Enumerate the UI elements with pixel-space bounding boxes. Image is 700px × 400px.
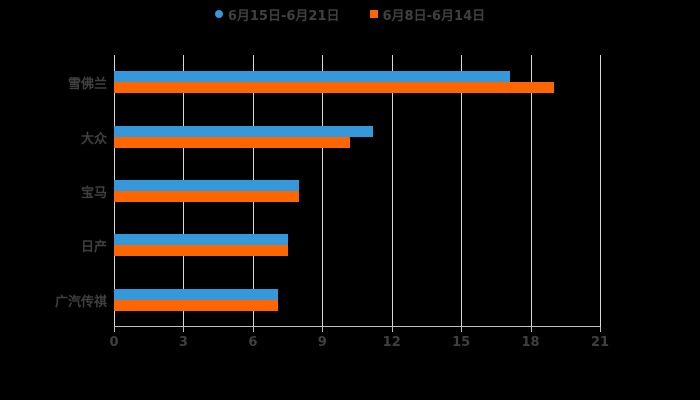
legend-item-series2[interactable]: 6月8日-6月14日	[369, 4, 486, 24]
bar-series1[interactable]	[114, 180, 300, 191]
x-tick	[600, 327, 601, 332]
gridline	[600, 55, 601, 327]
x-tick	[461, 327, 463, 332]
bar-series2[interactable]	[114, 136, 351, 148]
gridline	[461, 55, 463, 327]
y-category-label: 日产	[80, 240, 107, 256]
legend-marker-blue-icon	[214, 10, 223, 18]
bar-series1[interactable]	[114, 125, 374, 137]
x-tick-label: 0	[109, 335, 119, 350]
bar-series2[interactable]	[114, 245, 288, 257]
legend-label-series1: 6月15日-6月21日	[227, 8, 340, 24]
bar-series2[interactable]	[114, 299, 279, 311]
y-category-label: 雪佛兰	[67, 77, 107, 93]
y-category-label: 宝马	[80, 186, 107, 201]
x-tick-label: 6	[248, 335, 258, 350]
y-category-label: 广汽传祺	[54, 294, 107, 310]
bar-series2[interactable]	[114, 82, 554, 94]
legend-label-series2: 6月8日-6月14日	[382, 8, 486, 24]
x-tick-label: 15	[452, 335, 471, 350]
y-category-label: 大众	[80, 131, 107, 147]
legend-item-series1[interactable]: 6月15日-6月21日	[214, 4, 340, 24]
x-tick-label: 12	[382, 335, 401, 350]
plot-area	[114, 55, 601, 332]
bar-series1[interactable]	[114, 234, 288, 246]
legend-marker-orange-icon	[369, 10, 378, 18]
x-tick-label: 3	[178, 335, 188, 350]
gridline	[530, 55, 532, 327]
x-tick	[391, 327, 393, 332]
gridline	[391, 55, 393, 327]
x-tick	[322, 327, 324, 332]
x-tick	[530, 327, 532, 332]
x-tick-label: 21	[590, 335, 610, 350]
x-tick-label: 18	[521, 335, 540, 350]
x-tick	[114, 327, 115, 332]
bar-series1[interactable]	[114, 288, 279, 300]
x-tick-label: 9	[317, 335, 327, 350]
bar-series1[interactable]	[114, 71, 510, 83]
chart-legend: 6月15日-6月21日 6月8日-6月14日	[0, 4, 700, 24]
x-axis-line	[114, 326, 600, 327]
bar-series2[interactable]	[114, 191, 300, 202]
x-tick	[183, 327, 185, 332]
x-tick	[252, 327, 254, 332]
gridline	[322, 55, 324, 327]
